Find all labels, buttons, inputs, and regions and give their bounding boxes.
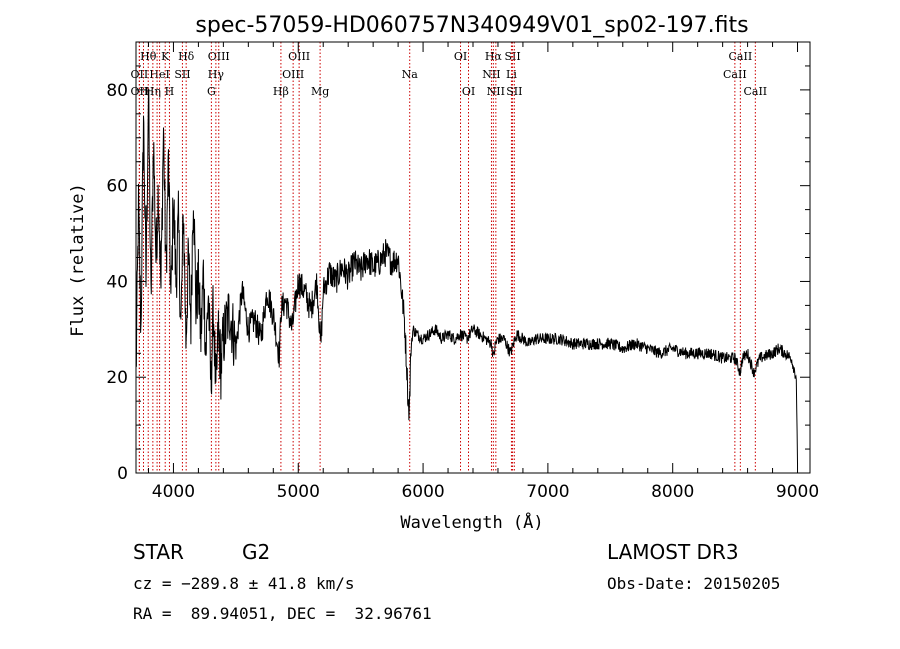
y-tick-label: 0 — [117, 464, 128, 484]
line-marker-label: CaII — [723, 68, 747, 81]
line-marker-label: Hβ — [273, 85, 289, 98]
x-tick-label: 8000 — [651, 482, 694, 502]
line-marker-label: K — [161, 50, 170, 63]
line-marker-label: Mg — [311, 85, 329, 98]
line-marker-label: Hγ — [208, 68, 225, 81]
x-axis-label: Wavelength (Å) — [400, 511, 543, 533]
x-tick-label: 4000 — [152, 482, 195, 502]
line-marker-label: SII — [174, 68, 190, 81]
x-tick-label: 6000 — [401, 482, 444, 502]
coordinates: RA = 89.94051, DEC = 32.96761 — [133, 604, 432, 623]
line-marker-label: CaII — [729, 50, 753, 63]
object-class: STAR — [133, 540, 184, 564]
line-marker-label: OIII — [208, 50, 230, 63]
line-marker-label: OI — [454, 50, 467, 63]
line-marker-label: SII — [506, 85, 522, 98]
line-marker-label: SII — [504, 50, 520, 63]
line-marker-label: OIII — [282, 68, 304, 81]
y-axis-label: Flux (relative) — [68, 183, 88, 337]
object-subclass: G2 — [242, 540, 271, 564]
line-marker-label: H — [165, 85, 175, 98]
line-marker-label: HeI — [149, 68, 169, 81]
x-tick-label: 5000 — [277, 482, 320, 502]
line-marker-label: Li — [506, 68, 517, 81]
y-tick-label: 80 — [106, 81, 128, 101]
line-marker-label: NII — [482, 68, 500, 81]
line-marker-label: Na — [402, 68, 419, 81]
line-marker-label: Hθ — [140, 50, 157, 63]
redshift-velocity: cz = −289.8 ± 41.8 km/s — [133, 574, 355, 593]
spectrum-line — [135, 88, 798, 464]
line-marker-label: OI — [462, 85, 475, 98]
y-tick-label: 40 — [106, 272, 128, 292]
x-tick-label: 9000 — [776, 482, 819, 502]
chart-title: spec-57059-HD060757N340949V01_sp02-197.f… — [195, 13, 748, 38]
x-tick-label: 7000 — [526, 482, 569, 502]
line-marker-label: OIII — [288, 50, 310, 63]
survey-name: LAMOST DR3 — [607, 540, 739, 564]
line-marker-label: Hα — [485, 50, 503, 63]
y-tick-label: 60 — [106, 177, 128, 197]
line-marker-label: Hη — [145, 85, 161, 98]
line-marker-label: CaII — [743, 85, 767, 98]
line-marker-label: NII — [487, 85, 505, 98]
y-tick-label: 20 — [106, 368, 128, 388]
observation-date: Obs-Date: 20150205 — [607, 574, 781, 593]
plot-frame — [135, 41, 811, 474]
line-marker-label: Hδ — [178, 50, 195, 63]
line-marker-label: G — [207, 85, 216, 98]
